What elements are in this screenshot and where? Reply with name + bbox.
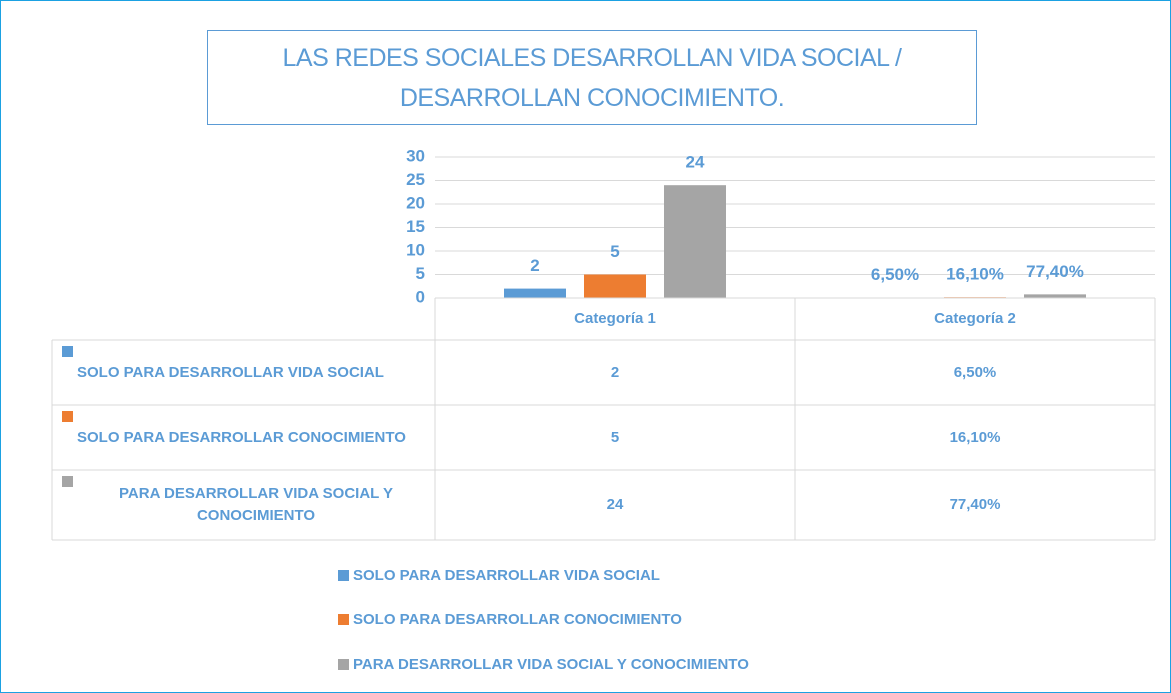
data-label: 6,50% <box>871 265 919 284</box>
legend-swatch <box>338 614 349 625</box>
bar <box>1024 294 1086 298</box>
y-tick-label: 5 <box>416 264 425 283</box>
y-tick-label: 25 <box>406 170 425 189</box>
table-value: 6,50% <box>953 363 997 381</box>
chart-title: LAS REDES SOCIALES DESARROLLAN VIDA SOCI… <box>207 30 977 125</box>
table-row-label: PARA DESARROLLAR VIDA SOCIAL Y CONOCIMIE… <box>52 470 435 540</box>
data-label: 5 <box>610 242 619 261</box>
legend-swatch <box>62 346 73 357</box>
y-tick-label: 20 <box>406 193 425 212</box>
legend-swatch <box>338 569 349 581</box>
data-label: 2 <box>530 256 539 275</box>
row-label-text: PARA DESARROLLAR VIDA SOCIAL Y CONOCIMIE… <box>119 485 393 524</box>
y-tick-label: 10 <box>406 240 425 259</box>
table-row-label: SOLO PARA DESARROLLAR CONOCIMIENTO <box>52 405 435 470</box>
table-header: Categoría 1 <box>574 310 656 327</box>
row-label-text: SOLO PARA DESARROLLAR CONOCIMIENTO <box>77 428 406 446</box>
legend-item: PARA DESARROLLAR VIDA SOCIAL Y CONOCIMIE… <box>338 652 749 676</box>
y-tick-label: 0 <box>416 287 425 306</box>
table-value: 24 <box>606 496 624 513</box>
legend-label: PARA DESARROLLAR VIDA SOCIAL Y CONOCIMIE… <box>353 655 749 673</box>
legend-item: SOLO PARA DESARROLLAR CONOCIMIENTO <box>338 608 682 632</box>
legend-item: SOLO PARA DESARROLLAR VIDA SOCIAL <box>338 563 660 587</box>
table-value: 5 <box>610 428 620 446</box>
table-header: Categoría 2 <box>934 310 1016 327</box>
table-value: 16,10% <box>949 428 1001 446</box>
legend-label: SOLO PARA DESARROLLAR VIDA SOCIAL <box>353 566 660 584</box>
table-value: 2 <box>610 363 620 381</box>
data-label: 16,10% <box>946 265 1004 284</box>
bar <box>504 288 566 298</box>
data-label: 77,40% <box>1026 262 1084 281</box>
y-tick-label: 30 <box>406 146 425 165</box>
legend-swatch <box>62 476 73 487</box>
y-tick-label: 15 <box>406 217 425 236</box>
bar <box>664 185 726 298</box>
legend-swatch <box>62 411 73 422</box>
bar <box>584 274 646 298</box>
data-label: 24 <box>686 153 705 172</box>
legend-swatch <box>338 658 349 670</box>
table-value: 77,40% <box>949 496 1001 513</box>
table-row-label: SOLO PARA DESARROLLAR VIDA SOCIAL <box>52 340 435 405</box>
row-label-text: SOLO PARA DESARROLLAR VIDA SOCIAL <box>77 363 384 381</box>
legend-label: SOLO PARA DESARROLLAR CONOCIMIENTO <box>353 611 682 628</box>
